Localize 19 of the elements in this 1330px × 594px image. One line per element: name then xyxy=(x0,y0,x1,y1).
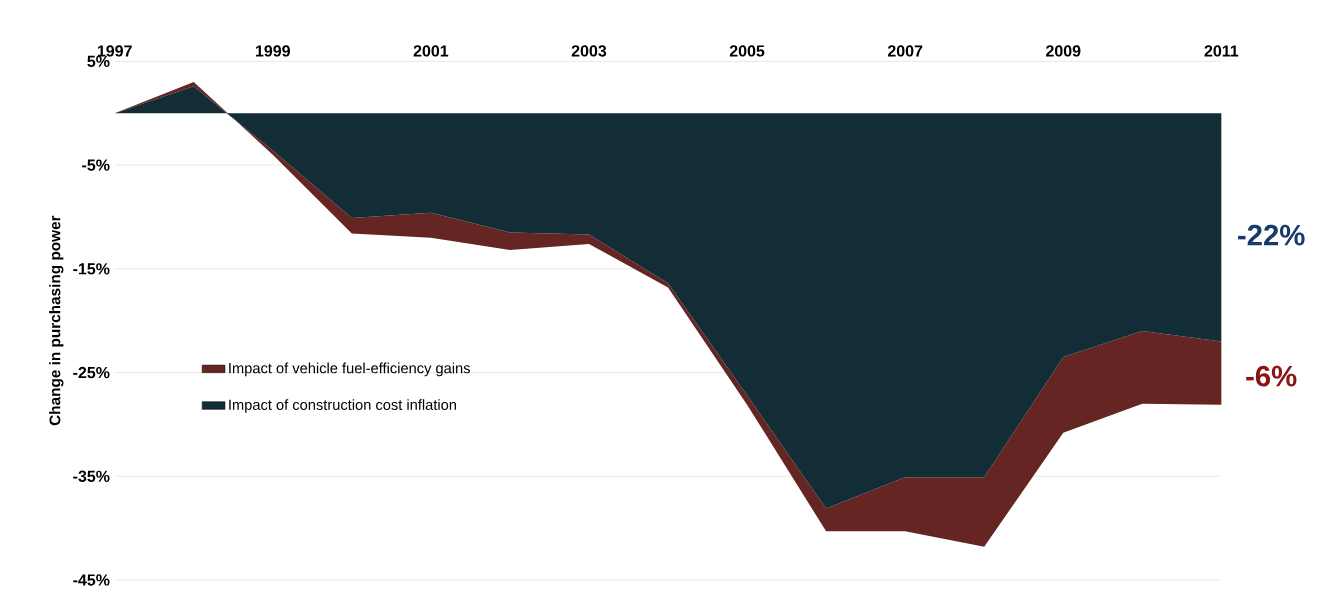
y-tick-label: -5% xyxy=(82,159,110,171)
y-tick-label: -35% xyxy=(73,470,110,482)
y-tick-label: -45% xyxy=(73,574,110,586)
x-tick-label: 2011 xyxy=(1204,45,1239,57)
y-axis-title: Change in purchasing power xyxy=(49,215,64,426)
x-tick-label: 2003 xyxy=(571,45,607,57)
x-tick-label: 1997 xyxy=(97,45,132,57)
y-tick-label: 5% xyxy=(87,55,110,67)
x-tick-label: 1999 xyxy=(255,45,290,57)
x-tick-label: 2009 xyxy=(1046,45,1081,57)
text: -6% xyxy=(1246,365,1297,387)
y-tick-label: -15% xyxy=(73,263,110,275)
x-tick-label: 2007 xyxy=(887,45,923,57)
text: -22% xyxy=(1238,224,1305,246)
y-tick-label: -25% xyxy=(73,366,110,379)
legend-label: Impact of vehicle fuel-efficiency gains xyxy=(229,362,470,377)
legend-label: Impact of construction cost inflation xyxy=(229,399,456,413)
x-tick-label: 2001 xyxy=(413,45,449,57)
x-tick-label: 2005 xyxy=(729,45,765,57)
